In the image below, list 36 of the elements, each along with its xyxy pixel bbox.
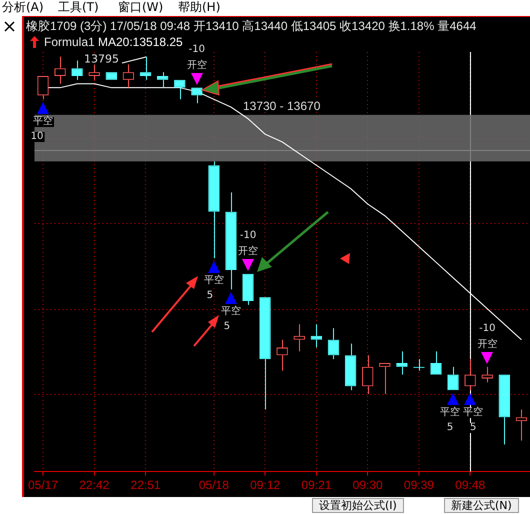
- annotation: 10: [30, 131, 44, 142]
- text: MA20:13518.25: [98, 35, 183, 49]
- x-tick-label: 05/18: [198, 478, 230, 492]
- x-tick-label: 09:21: [301, 478, 332, 492]
- annotation: -10: [238, 230, 258, 241]
- annotation: 平空: [462, 407, 484, 418]
- x-tick-label: 09:12: [250, 478, 280, 492]
- annotation: 13795: [83, 52, 120, 66]
- annotation: 平空: [202, 275, 225, 286]
- x-tick-label: 22:51: [130, 478, 161, 492]
- annotation: -10: [478, 322, 496, 334]
- annotation: 开空: [186, 60, 208, 71]
- text: -10: [188, 44, 206, 55]
- x-tick-label: 09:30: [352, 478, 384, 492]
- x-tick-label: 09:48: [455, 478, 486, 492]
- annotation: 平空: [439, 407, 462, 418]
- text: 工具(T): [58, 0, 99, 14]
- annotation: 5: [469, 422, 478, 434]
- text: 分析(A): [2, 0, 44, 14]
- annotation: 5: [206, 290, 214, 302]
- annotation: 平空: [220, 306, 242, 318]
- text: 设置初始公式(I): [312, 498, 404, 513]
- x-tick-label: 09:39: [404, 478, 434, 492]
- chart-title: 橡胶1709 (3分) 17/05/18 09:48 开13410 高13440 低13405 收13420 换1.18% 量4644: [26, 19, 476, 33]
- text: 新建公式(N): [444, 498, 519, 513]
- annotation: 平空: [32, 116, 54, 128]
- annotation: 开空: [476, 338, 498, 350]
- text: 窗口(W): [118, 0, 164, 14]
- x-tick-label: 22:42: [79, 478, 110, 492]
- chart-subtitle: Formula1: [44, 35, 95, 49]
- annotation: 5: [446, 422, 454, 434]
- x-tick-label: 05/17: [28, 478, 58, 492]
- text: 帮助(H): [178, 0, 220, 14]
- annotation: 5: [222, 321, 232, 332]
- band-label: 13730 - 13670: [242, 98, 320, 113]
- annotation: 开空: [237, 246, 260, 257]
